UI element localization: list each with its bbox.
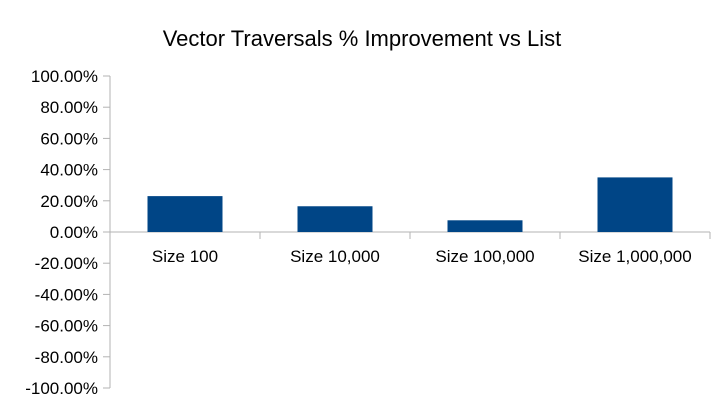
y-tick-label: 20.00% [40,192,98,211]
category-label: Size 10,000 [290,247,380,266]
y-tick-label: -60.00% [35,317,98,336]
y-tick-label: -100.00% [25,379,98,398]
y-tick-label: 40.00% [40,161,98,180]
category-label: Size 100,000 [435,247,534,266]
y-tick-label: -20.00% [35,254,98,273]
y-tick-label: -80.00% [35,348,98,367]
y-tick-label: 0.00% [50,223,98,242]
bars [147,177,673,232]
category-label: Size 100 [152,247,218,266]
category-labels: Size 100 Size 10,000 Size 100,000 Size 1,00… [152,247,692,266]
y-tick-label: 80.00% [40,98,98,117]
y-tick-label: 60.00% [40,129,98,148]
category-label: Size 1,000,000 [578,247,691,266]
y-axis: 100.00% 80.00% 60.00% 40.00% 20.00% 0.00% -20.… [25,67,111,398]
bar [297,206,373,232]
bar [447,220,523,232]
bar [597,177,673,232]
x-axis [109,231,711,239]
y-tick-label: 100.00% [31,67,98,86]
y-tick-label: -40.00% [35,285,98,304]
bar [147,196,223,232]
chart-title: Vector Traversals % Improvement vs List [163,26,562,51]
